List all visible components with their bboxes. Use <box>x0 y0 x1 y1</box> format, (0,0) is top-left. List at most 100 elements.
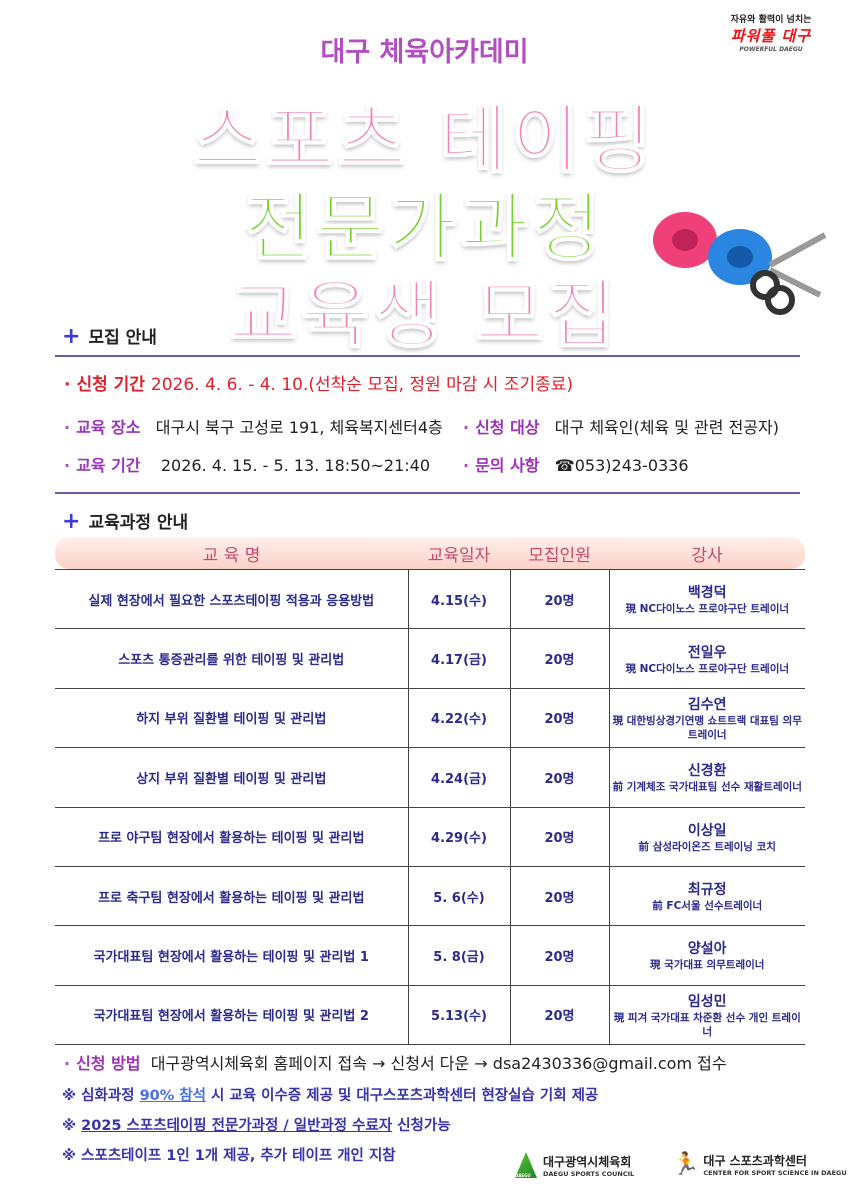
target-row: · 신청 대상 대구 체육인(체육 및 관련 전공자) <box>463 418 779 437</box>
course-date: 4.17(금) <box>407 628 511 689</box>
course-name: 프로 축구팀 현장에서 활용하는 테이핑 및 관리법 <box>55 865 409 927</box>
course-count: 20명 <box>509 806 610 867</box>
apply-method-value: 대구광역시체육회 홈페이지 접속 → 신청서 다운 → dsa2430336@g… <box>150 1054 727 1073</box>
daegu-sports-council-logo: DAEGU 대구광역시체육회 DAEGU SPORTS COUNCIL <box>515 1152 634 1178</box>
table-row: 스포츠 통증관리를 위한 테이핑 및 관리법 4.17(금) 20명 전일우 現 … <box>55 628 805 689</box>
course-date: 4.22(수) <box>407 687 511 749</box>
council-mark-text: DAEGU <box>515 1173 531 1178</box>
instructor-name: 신경환 <box>687 763 727 780</box>
instructor-name: 전일우 <box>687 644 727 661</box>
table-row: 국가대표팀 현장에서 활용하는 테이핑 및 관리법 2 5.13(수) 20명 … <box>55 984 805 1046</box>
brand-main: 파워풀 대구 <box>730 27 812 45</box>
target-label: 신청 대상 <box>475 418 540 437</box>
course-count: 20명 <box>509 687 610 749</box>
apply-method: · 신청 방법 대구광역시체육회 홈페이지 접속 → 신청서 다운 → dsa24… <box>64 1054 727 1073</box>
note-text: ※ 심화과정 <box>62 1088 140 1104</box>
instructor-name: 이상일 <box>687 822 727 839</box>
council-name: 대구광역시체육회 <box>543 1154 632 1169</box>
title-line-3: 교육생 모집 <box>228 271 620 359</box>
council-name-en: DAEGU SPORTS COUNCIL <box>543 1169 635 1178</box>
courses-heading: + 교육과정 안내 <box>62 508 188 534</box>
col-count: 모집인원 <box>528 545 591 566</box>
note-underline: 2025 스포츠테이핑 전문가과정 / 일반과정 수료자 <box>81 1118 393 1134</box>
recruit-heading-text: 모집 안내 <box>88 328 157 348</box>
target-value: 대구 체육인(체육 및 관련 전공자) <box>554 418 779 437</box>
instructor-cell: 임성민 現 피겨 국가대표 차준환 선수 개인 트레이너 <box>608 984 805 1046</box>
table-row: 실제 현장에서 필요한 스포츠테이핑 적용과 응용방법 4.15(수) 20명 … <box>55 568 805 630</box>
table-row: 하지 부위 질환별 테이핑 및 관리법 4.22(수) 20명 김수연 現 대한빙… <box>55 687 805 749</box>
divider <box>55 492 800 494</box>
title-line-1: 스포츠 테이핑 <box>192 96 656 184</box>
table-row: 국가대표팀 현장에서 활용하는 테이핑 및 관리법 1 5. 8(금) 20명 … <box>55 925 805 986</box>
council-mark-icon: DAEGU <box>515 1152 537 1178</box>
course-name: 실제 현장에서 필요한 스포츠테이핑 적용과 응용방법 <box>55 568 409 630</box>
course-date: 5. 6(수) <box>407 865 511 927</box>
instructor-role: 現 NC다이노스 프로야구단 트레이너 <box>625 662 790 675</box>
instructor-name: 김수연 <box>687 696 727 713</box>
course-name: 스포츠 통증관리를 위한 테이핑 및 관리법 <box>55 628 409 689</box>
org-title: 대구 체육아카데미 <box>320 37 529 68</box>
instructor-cell: 전일우 現 NC다이노스 프로야구단 트레이너 <box>608 628 805 689</box>
course-date: 5.13(수) <box>407 984 511 1046</box>
instructor-name: 양설아 <box>687 941 727 958</box>
tape-scissors-illustration <box>653 212 827 315</box>
plus-icon: + <box>62 324 81 349</box>
location-value: 대구시 북구 고성로 191, 체육복지센터4층 <box>155 418 443 437</box>
recruit-heading: + 모집 안내 <box>62 323 157 349</box>
col-instructor: 강사 <box>691 545 723 566</box>
course-count: 20명 <box>509 747 610 808</box>
table-header: 교 육 명 교육일자 모집인원 강사 <box>55 537 805 569</box>
table-row: 프로 야구팀 현장에서 활용하는 테이핑 및 관리법 4.29(수) 20명 이… <box>55 806 805 867</box>
course-name: 국가대표팀 현장에서 활용하는 테이핑 및 관리법 2 <box>55 984 409 1046</box>
edu-period-row: · 교육 기간 2026. 4. 15. - 5. 13. 18:50~21:40 <box>64 456 431 475</box>
course-name: 하지 부위 질환별 테이핑 및 관리법 <box>55 687 409 749</box>
course-table: 실제 현장에서 필요한 스포츠테이핑 적용과 응용방법 4.15(수) 20명 … <box>55 568 805 1046</box>
course-date: 4.15(수) <box>407 568 511 630</box>
instructor-cell: 백경덕 現 NC다이노스 프로야구단 트레이너 <box>608 568 805 630</box>
instructor-name: 최규정 <box>687 882 727 899</box>
instructor-name: 임성민 <box>687 993 727 1010</box>
course-date: 4.24(금) <box>407 747 511 808</box>
course-name: 상지 부위 질환별 테이핑 및 관리법 <box>55 747 409 808</box>
contact-row: · 문의 사항 ☎053)243-0336 <box>463 456 689 475</box>
instructor-role: 現 피겨 국가대표 차준환 선수 개인 트레이너 <box>613 1011 801 1038</box>
edu-period-label: 교육 기간 <box>76 456 141 475</box>
course-date: 5. 8(금) <box>407 925 511 986</box>
course-name: 프로 야구팀 현장에서 활용하는 테이핑 및 관리법 <box>55 806 409 867</box>
title-line-2: 전문가과정 <box>243 184 605 272</box>
course-count: 20명 <box>509 925 610 986</box>
instructor-role: 現 NC다이노스 프로야구단 트레이너 <box>625 603 790 616</box>
table-row: 프로 축구팀 현장에서 활용하는 테이핑 및 관리법 5. 6(수) 20명 최… <box>55 865 805 927</box>
powerful-daegu-logo: 자유와 활력이 넘치는 파워풀 대구 POWERFUL DAEGU <box>721 12 821 53</box>
brand-english: POWERFUL DAEGU <box>739 46 803 53</box>
instructor-role: 前 삼성라이온즈 트레이닝 코치 <box>638 840 776 853</box>
course-date: 4.29(수) <box>407 806 511 867</box>
note-text: 신청가능 <box>392 1118 451 1134</box>
contact-label: 문의 사항 <box>475 456 540 475</box>
apply-period-label: 신청 기간 <box>76 375 145 395</box>
note-text: 시 교육 이수증 제공 및 대구스포츠과학센터 현장실습 기회 제공 <box>206 1088 599 1104</box>
brand-slogan: 자유와 활력이 넘치는 <box>730 15 812 25</box>
instructor-role: 現 국가대표 의무트레이너 <box>650 959 765 972</box>
course-count: 20명 <box>509 865 610 927</box>
sport-science-center-logo: 🏃 대구 스포츠과학센터 CENTER FOR SPORT SCIENCE IN … <box>672 1152 847 1177</box>
col-date: 교육일자 <box>427 545 491 566</box>
table-row: 상지 부위 질환별 테이핑 및 관리법 4.24(금) 20명 신경환 前 기계체… <box>55 747 805 808</box>
instructor-cell: 신경환 前 기계체조 국가대표팀 선수 재활트레이너 <box>608 747 805 808</box>
note-text: ※ <box>62 1118 82 1134</box>
col-course: 교 육 명 <box>202 545 261 566</box>
apply-period: · 신청 기간 2026. 4. 6. - 4. 10.(선착순 모집, 정원 마… <box>64 375 574 395</box>
contact-value: ☎053)243-0336 <box>554 456 689 475</box>
instructor-cell: 김수연 現 대한빙상경기연맹 쇼트트랙 대표팀 의무트레이너 <box>608 687 805 749</box>
center-name: 대구 스포츠과학센터 <box>703 1154 807 1168</box>
note-3: ※ 스포츠테이프 1인 1개 제공, 추가 테이프 개인 지참 <box>62 1148 396 1164</box>
instructor-role: 前 FC서울 선수트레이너 <box>652 900 763 913</box>
apply-period-value: 2026. 4. 6. - 4. 10.(선착순 모집, 정원 마감 시 조기종… <box>150 375 574 395</box>
center-name-en: CENTER FOR SPORT SCIENCE IN DAEGU <box>703 1169 847 1177</box>
course-name: 국가대표팀 현장에서 활용하는 테이핑 및 관리법 1 <box>55 925 409 986</box>
runner-icon: 🏃 <box>672 1152 700 1177</box>
location-row: · 교육 장소 대구시 북구 고성로 191, 체육복지센터4층 <box>64 418 443 437</box>
instructor-cell: 이상일 前 삼성라이온즈 트레이닝 코치 <box>608 806 805 867</box>
note-highlight: 90% 참석 <box>139 1088 206 1104</box>
instructor-cell: 최규정 前 FC서울 선수트레이너 <box>608 865 805 927</box>
